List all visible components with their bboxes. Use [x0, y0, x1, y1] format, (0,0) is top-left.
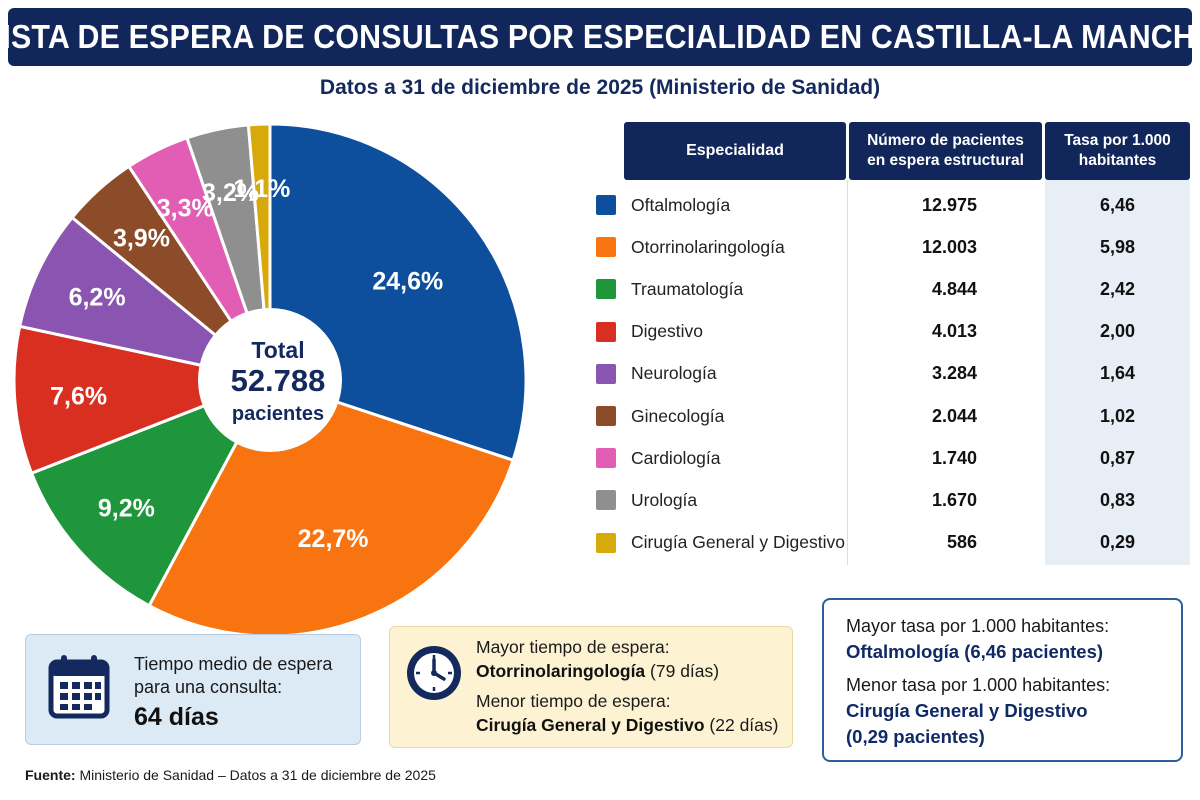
header-rate-text: Tasa por 1.000 habitantes [1064, 132, 1171, 169]
table-row: Traumatología 4.844 2,42 [592, 268, 1190, 310]
specialty-name: Digestivo [631, 321, 703, 342]
pie-slice-label-0: 24,6% [372, 267, 443, 295]
header-rate: Tasa por 1.000 habitantes [1045, 122, 1190, 180]
legend-swatch [596, 448, 616, 469]
patients-value: 4.844 [931, 278, 977, 299]
rates-box: Mayor tasa por 1.000 habitantes: Oftalmo… [822, 598, 1183, 762]
page-subtitle: Datos a 31 de diciembre de 2025 (Ministe… [319, 76, 881, 99]
pie-slice-4 [17, 215, 271, 382]
patients-value: 12.975 [921, 194, 977, 215]
table-row: Cardiología 1.740 0,87 [592, 437, 1190, 479]
max-rate-value: Oftalmología (6,46 pacientes) [846, 641, 1104, 662]
legend-swatch [596, 363, 616, 384]
specialty-name: Traumatología [631, 278, 744, 299]
min-rate-value-1: Cirugía General y Digestivo [846, 700, 1088, 721]
rate-value: 2,42 [1099, 278, 1136, 299]
source-note: Fuente: Ministerio de Sanidad – Datos a … [25, 767, 436, 783]
table-row: Oftalmología 12.975 6,46 [592, 184, 1190, 226]
table-row: Urología 1.670 0,83 [592, 479, 1190, 521]
legend-swatch [596, 321, 616, 342]
patients-value: 2.044 [931, 405, 977, 426]
specialty-name: Oftalmología [631, 194, 731, 215]
pie-center-line1: Total [251, 337, 304, 363]
table-header: Especialidad Número de pacientes en espe… [592, 122, 1190, 180]
table-row: Otorrinolaringología 12.003 5,98 [592, 226, 1190, 268]
patients-value: 3.284 [931, 363, 977, 384]
pie-slice-label-1: 22,7% [298, 525, 369, 553]
table-row: Neurología 3.284 1,64 [592, 353, 1190, 395]
average-wait-text: Tiempo medio de espera para una consulta… [134, 654, 333, 697]
patients-value: 4.013 [931, 321, 977, 342]
legend-swatch [596, 406, 616, 426]
legend-swatch [596, 195, 616, 215]
header-specialty: Especialidad [624, 122, 846, 180]
pie-slice-label-5: 3,9% [113, 224, 170, 252]
pie-slice-3 [12, 324, 276, 476]
specialty-name: Cardiología [631, 447, 721, 468]
table-row: Cirugía General y Digestivo 586 0,29 [592, 522, 1190, 564]
legend-swatch [596, 237, 616, 258]
legend-swatch [596, 532, 616, 553]
pie-slice-label-4: 6,2% [69, 284, 126, 312]
max-rate-label: Mayor tasa por 1.000 habitantes: [846, 616, 1110, 636]
specialty-name: Urología [631, 489, 698, 510]
rate-value: 0,29 [1099, 532, 1136, 553]
pie-center-hole [198, 308, 342, 452]
pie-slice-label-8: 1,1% [233, 175, 290, 203]
pie-center-total: 52.788 [231, 363, 326, 398]
legend-swatch [596, 490, 616, 511]
rate-value: 0,83 [1099, 489, 1136, 510]
calendar-icon [48, 655, 110, 719]
table-row: Digestivo 4.013 2,00 [592, 311, 1190, 353]
average-wait-box: Tiempo medio de espera para una consulta… [25, 634, 361, 745]
specialty-name: Otorrinolaringología [631, 236, 785, 257]
specialty-name: Cirugía General y Digestivo [631, 532, 845, 553]
rate-value: 0,87 [1099, 447, 1136, 468]
patients-value: 1.670 [931, 489, 977, 510]
rate-value: 6,46 [1099, 194, 1136, 215]
patients-value: 1.740 [931, 447, 977, 468]
max-wait-value: Otorrinolaringología (79 días) [476, 661, 720, 681]
header-patients: Número de pacientes en espera estructura… [849, 122, 1042, 180]
specialty-name: Ginecología [631, 405, 725, 426]
rate-value: 2,00 [1099, 321, 1136, 342]
title-bar: LISTA DE ESPERA DE CONSULTAS POR ESPECIA… [0, 8, 1200, 66]
min-wait-value: Cirugía General y Digestivo (22 días) [476, 715, 779, 735]
patients-value: 12.003 [921, 236, 977, 257]
column-divider [847, 180, 848, 565]
page-title: LISTA DE ESPERA DE CONSULTAS POR ESPECIA… [0, 18, 1200, 55]
table-body: Oftalmología 12.975 6,46 Otorrinolaringolog… [592, 180, 1190, 565]
average-wait-value: 64 días [134, 703, 219, 731]
pie-chart: 24,6% 22,7% 9,2% 7,6% 6,2% 3,9%3,3%3,2%1,1% T… [12, 122, 528, 638]
table-row: Ginecología 2.044 1,02 [592, 395, 1190, 437]
data-table: Especialidad Número de pacientes en espe… [592, 122, 1190, 565]
pie-center-line3: pacientes [232, 403, 324, 425]
max-wait-label: Mayor tiempo de espera: [476, 637, 670, 657]
pie-slice-label-6: 3,3% [157, 195, 214, 223]
clock-icon [407, 646, 461, 700]
pie-slice-label-7: 3,2% [202, 179, 259, 207]
legend-swatch [596, 279, 616, 300]
pie-slice-label-3: 7,6% [50, 382, 107, 410]
min-rate-label: Menor tasa por 1.000 habitantes: [846, 675, 1111, 695]
pie-slice-2 [29, 377, 274, 608]
patients-value: 586 [946, 532, 977, 553]
rate-value: 1,64 [1099, 363, 1136, 384]
header-patients-text: Número de pacientes en espera estructura… [867, 132, 1024, 169]
rate-column-background [1045, 180, 1190, 565]
min-wait-label: Menor tiempo de espera: [476, 691, 671, 711]
specialty-name: Neurología [631, 363, 717, 384]
rate-value: 1,02 [1099, 405, 1136, 426]
pie-slice-label-2: 9,2% [98, 494, 155, 522]
rate-value: 5,98 [1099, 236, 1136, 257]
wait-times-box: Mayor tiempo de espera: Otorrinolaringol… [389, 626, 793, 748]
min-rate-value-2: (0,29 pacientes) [846, 726, 985, 747]
